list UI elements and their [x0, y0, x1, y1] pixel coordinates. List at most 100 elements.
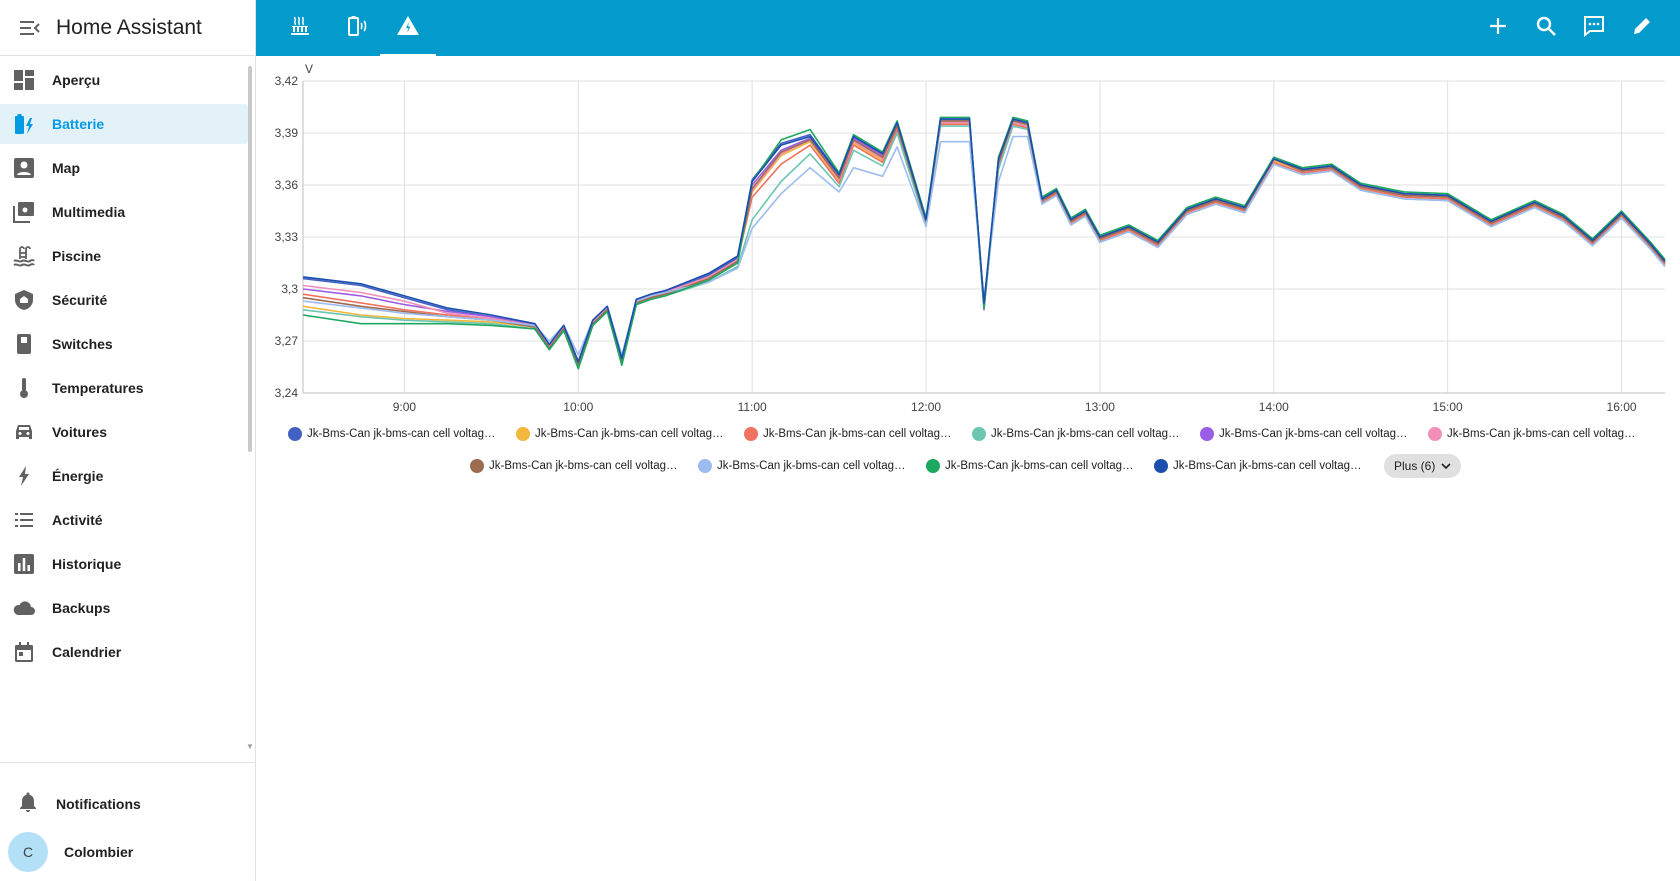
- legend-item[interactable]: Jk-Bms-Can jk-bms-can cell voltag…: [288, 422, 516, 446]
- sidebar-item-apercu[interactable]: Aperçu: [0, 60, 248, 100]
- toolbar: [256, 0, 1680, 56]
- sidebar-item-historique[interactable]: Historique: [0, 544, 248, 584]
- voltage-chart[interactable]: 3,24 3,27 3,3 3,33 3,36 3,39 3,42 9:00 10:00 11:0…: [256, 56, 1680, 416]
- sidebar-item-backups[interactable]: Backups: [0, 588, 248, 628]
- legend-label: Jk-Bms-Can jk-bms-can cell voltag…: [991, 428, 1180, 440]
- sidebar-item-label: Map: [52, 160, 80, 176]
- edit-icon: [1631, 15, 1653, 42]
- tab-alert[interactable]: [380, 0, 436, 56]
- legend-item[interactable]: Jk-Bms-Can jk-bms-can cell voltag…: [470, 454, 698, 478]
- sidebar-item-voitures[interactable]: Voitures: [0, 412, 248, 452]
- sidebar-item-activite[interactable]: Activité: [0, 500, 248, 540]
- sidebar-item-calendrier[interactable]: Calendrier: [0, 632, 248, 672]
- cloud-icon: [12, 596, 36, 620]
- legend-label: Jk-Bms-Can jk-bms-can cell voltag…: [945, 460, 1134, 472]
- pool-icon: [12, 244, 36, 268]
- legend-color-dot: [516, 427, 530, 441]
- sidebar-item-piscine[interactable]: Piscine: [0, 236, 248, 276]
- legend-item[interactable]: Jk-Bms-Can jk-bms-can cell voltag…: [516, 422, 744, 446]
- sidebar-item-switches[interactable]: Switches: [0, 324, 248, 364]
- radiator-icon: [288, 14, 312, 43]
- x-tick-label: 12:00: [911, 400, 941, 414]
- y-axis-unit: V: [305, 62, 313, 76]
- sidebar-item-label: Sécurité: [52, 292, 108, 308]
- menu-collapse-icon[interactable]: [18, 16, 42, 40]
- assist-icon: [1583, 15, 1605, 42]
- tab-radiator[interactable]: [272, 0, 328, 56]
- y-tick-label: 3,42: [275, 74, 299, 88]
- y-tick-label: 3,27: [275, 334, 299, 348]
- legend-label: Jk-Bms-Can jk-bms-can cell voltag…: [1219, 428, 1408, 440]
- sidebar-item-label: Piscine: [52, 248, 102, 264]
- legend-item[interactable]: Jk-Bms-Can jk-bms-can cell voltag…: [744, 422, 972, 446]
- lightning-icon: [12, 464, 36, 488]
- search-button[interactable]: [1526, 8, 1566, 48]
- sidebar-nav: Aperçu Batterie Map Multimedia Piscine Sécuri…: [0, 56, 248, 676]
- legend-item[interactable]: Jk-Bms-Can jk-bms-can cell voltag…: [926, 454, 1154, 478]
- legend-label: Jk-Bms-Can jk-bms-can cell voltag…: [307, 428, 496, 440]
- scroll-down-icon[interactable]: ▼: [246, 742, 254, 751]
- legend-item[interactable]: Jk-Bms-Can jk-bms-can cell voltag…: [1154, 454, 1382, 478]
- legend-row: Jk-Bms-Can jk-bms-can cell voltag… Jk-Bms…: [470, 454, 1382, 478]
- account-box-icon: [12, 156, 36, 180]
- edit-button[interactable]: [1622, 8, 1662, 48]
- sidebar-item-batterie[interactable]: Batterie: [0, 104, 248, 144]
- sidebar-item-label: Historique: [52, 556, 122, 572]
- chevron-down-icon: [1441, 459, 1451, 473]
- multimedia-icon: [12, 200, 36, 224]
- sidebar-item-label: Batterie: [52, 116, 105, 132]
- legend-label: Jk-Bms-Can jk-bms-can cell voltag…: [1447, 428, 1636, 440]
- legend-item[interactable]: Jk-Bms-Can jk-bms-can cell voltag…: [1200, 422, 1428, 446]
- x-tick-label: 16:00: [1607, 400, 1637, 414]
- sidebar-item-label: Multimedia: [52, 204, 126, 220]
- tab-battery[interactable]: [328, 0, 384, 56]
- legend-color-dot: [744, 427, 758, 441]
- series-line: [302, 121, 1666, 367]
- sidebar-scrollbar[interactable]: [248, 66, 252, 452]
- legend-color-dot: [698, 459, 712, 473]
- series-line: [302, 125, 1666, 368]
- dashboard-icon: [12, 68, 36, 92]
- shield-icon: [12, 288, 36, 312]
- history-chart-card: 3,24 3,27 3,3 3,33 3,36 3,39 3,42 9:00 10:00 11:0…: [256, 56, 1680, 881]
- legend-item[interactable]: Jk-Bms-Can jk-bms-can cell voltag…: [698, 454, 926, 478]
- assist-button[interactable]: [1574, 8, 1614, 48]
- series-line: [302, 123, 1666, 365]
- sidebar-item-label: Énergie: [52, 468, 104, 484]
- legend-item[interactable]: Jk-Bms-Can jk-bms-can cell voltag…: [1428, 422, 1656, 446]
- warning-icon: [396, 14, 420, 43]
- sidebar-item-label: Aperçu: [52, 72, 101, 88]
- x-tick-label: 15:00: [1433, 400, 1463, 414]
- legend-color-dot: [1428, 427, 1442, 441]
- sidebar-notifications[interactable]: Notifications: [0, 782, 256, 826]
- sidebar-item-energie[interactable]: Énergie: [0, 456, 248, 496]
- legend-color-dot: [288, 427, 302, 441]
- sidebar-item-temperatures[interactable]: Temperatures: [0, 368, 248, 408]
- sidebar-item-securite[interactable]: Sécurité: [0, 280, 248, 320]
- y-tick-label: 3,24: [275, 386, 299, 400]
- user-name: Colombier: [64, 844, 134, 860]
- series-line: [302, 120, 1666, 367]
- sidebar-item-map[interactable]: Map: [0, 148, 248, 188]
- x-tick-label: 9:00: [393, 400, 417, 414]
- sidebar-user[interactable]: C Colombier: [0, 830, 256, 874]
- sidebar-item-label: Voitures: [52, 424, 107, 440]
- legend-color-dot: [1154, 459, 1168, 473]
- legend-color-dot: [926, 459, 940, 473]
- y-tick-label: 3,36: [275, 178, 299, 192]
- legend-item[interactable]: Jk-Bms-Can jk-bms-can cell voltag…: [972, 422, 1200, 446]
- battery-charging-icon: [12, 112, 36, 136]
- sidebar-item-multimedia[interactable]: Multimedia: [0, 192, 248, 232]
- app-title: Home Assistant: [56, 15, 202, 39]
- sidebar-item-label: Backups: [52, 600, 111, 616]
- legend-more-button[interactable]: Plus (6): [1384, 454, 1462, 478]
- list-icon: [12, 508, 36, 532]
- x-tick-label: 13:00: [1085, 400, 1115, 414]
- add-button[interactable]: [1478, 8, 1518, 48]
- sidebar-item-label: Activité: [52, 512, 103, 528]
- switch-icon: [12, 332, 36, 356]
- thermometer-icon: [12, 376, 36, 400]
- legend-label: Jk-Bms-Can jk-bms-can cell voltag…: [1173, 460, 1362, 472]
- sidebar-header: Home Assistant: [0, 0, 255, 56]
- sidebar-divider: [0, 762, 256, 763]
